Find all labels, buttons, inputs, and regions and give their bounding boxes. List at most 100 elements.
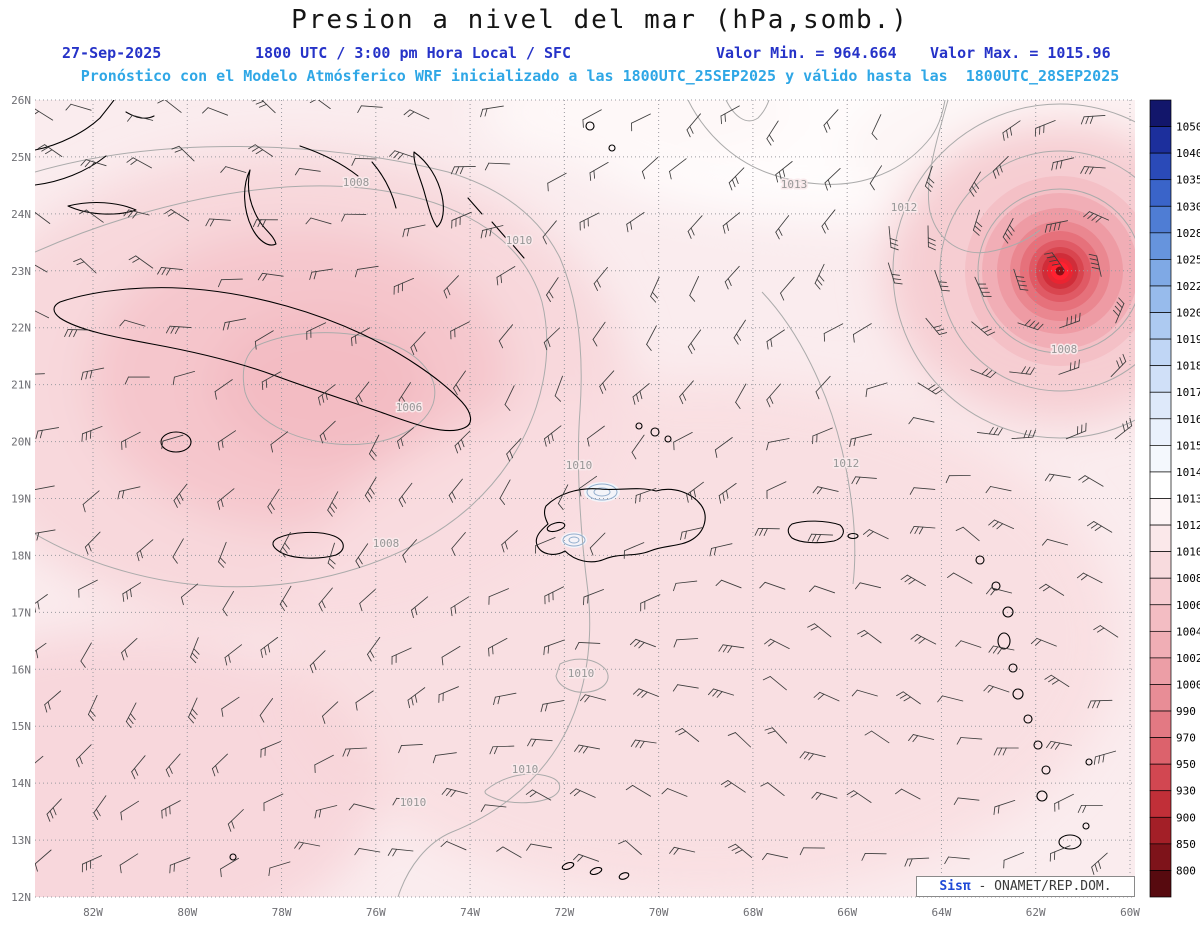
wind-barb [807, 533, 834, 542]
wind-barb [117, 486, 141, 500]
island-puerto-rico [787, 520, 844, 544]
wind-barb [35, 485, 55, 491]
wind-barb [488, 637, 508, 657]
contour-value-label: 1008 [343, 176, 370, 189]
isobar-1012-ne [927, 100, 1041, 254]
wind-barb [947, 572, 973, 584]
wind-barb [407, 687, 426, 709]
wind-barb [125, 702, 137, 729]
colorbar-label: 1017 [1176, 386, 1200, 399]
wind-barb [589, 532, 606, 556]
wind-barb [123, 209, 150, 219]
colorbar-label: 1006 [1176, 599, 1200, 612]
wind-barb [80, 367, 105, 381]
wind-barb [631, 434, 645, 460]
wind-barb [574, 744, 601, 754]
colorbar-cell [1149, 790, 1172, 818]
wind-barb [364, 477, 377, 503]
wind-barb [506, 438, 522, 462]
wind-barb [489, 745, 515, 755]
wind-barb [1009, 366, 1035, 375]
coast-florida [35, 100, 115, 151]
wind-barb [294, 841, 321, 850]
island-caicos-a [650, 427, 660, 437]
wind-barb [707, 688, 735, 698]
wind-barb [650, 276, 660, 303]
wind-barb [546, 277, 559, 303]
wind-barb [993, 747, 1019, 756]
colorbar-cell [1149, 232, 1172, 260]
wind-barb [257, 272, 284, 281]
wind-barb [718, 482, 737, 504]
wind-barb [871, 114, 882, 140]
wind-barb [217, 278, 243, 288]
wind-barb [480, 225, 504, 239]
wind-barb [896, 691, 921, 705]
wind-barb [164, 209, 190, 222]
wind-barb [945, 475, 971, 484]
wind-barb [121, 431, 141, 451]
lat-label: 20N [11, 436, 31, 449]
colorbar-label: 1030 [1176, 200, 1200, 213]
wind-barb [93, 795, 107, 820]
wind-barb [689, 275, 700, 302]
island-cuba [53, 287, 472, 432]
lat-label: 26N [11, 94, 31, 107]
coast-florida-keys [35, 155, 107, 186]
wind-barb [1077, 805, 1103, 813]
wind-barb [821, 209, 836, 234]
wind-barb [680, 527, 704, 541]
island-vieques [847, 532, 859, 540]
wind-barb [165, 325, 192, 335]
wind-barb [955, 640, 982, 648]
island-grenadines [1041, 765, 1051, 775]
wind-barb [76, 744, 92, 768]
wind-barb [450, 596, 470, 617]
wind-barb [35, 108, 54, 121]
wind-barb [169, 857, 191, 874]
island-jamaica [272, 531, 344, 559]
island-grenada [1036, 790, 1048, 802]
wind-barb [540, 700, 565, 713]
wind-barb [1087, 521, 1113, 533]
wind-barb [1058, 359, 1080, 375]
colorbar-cell [1149, 126, 1172, 154]
wind-barb [709, 543, 733, 557]
wind-barb [592, 321, 606, 347]
wind-barb [78, 579, 98, 598]
colorbar-label: 1008 [1176, 572, 1200, 585]
wind-barb [488, 588, 509, 605]
wind-barb [355, 690, 374, 711]
colorbar-label: 850 [1176, 838, 1196, 851]
colorbar-cell [1149, 630, 1172, 659]
wind-barb [306, 322, 327, 340]
wind-barb [823, 109, 839, 133]
wind-barb [80, 159, 107, 169]
island-stkitts [991, 581, 1001, 591]
contour-value-label: 1013 [781, 178, 808, 191]
wind-barb [720, 780, 746, 793]
lat-label: 23N [11, 265, 31, 278]
wind-barb [64, 329, 90, 338]
wind-barb [354, 848, 381, 856]
colorbar-label: 1002 [1176, 652, 1200, 665]
wind-barb [351, 158, 377, 166]
wind-barb [1087, 699, 1113, 709]
wind-barb [904, 857, 930, 867]
colorbar-cell [1149, 152, 1172, 181]
wind-barb [908, 734, 935, 743]
contour-value-label: 1008 [1051, 343, 1078, 356]
wind-barb [254, 330, 274, 350]
wind-barb [547, 172, 567, 192]
wind-barb [587, 425, 605, 447]
island-martinique [1012, 688, 1024, 700]
wind-barb [398, 482, 413, 508]
colorbar-cell [1149, 445, 1172, 473]
wind-barb [1080, 114, 1106, 125]
wind-barb [126, 157, 152, 169]
wind-barb [309, 268, 334, 280]
wind-barb [35, 849, 52, 872]
wind-barb [1044, 473, 1071, 482]
colorbar-label: 1014 [1176, 466, 1200, 479]
lat-label: 13N [11, 834, 31, 847]
